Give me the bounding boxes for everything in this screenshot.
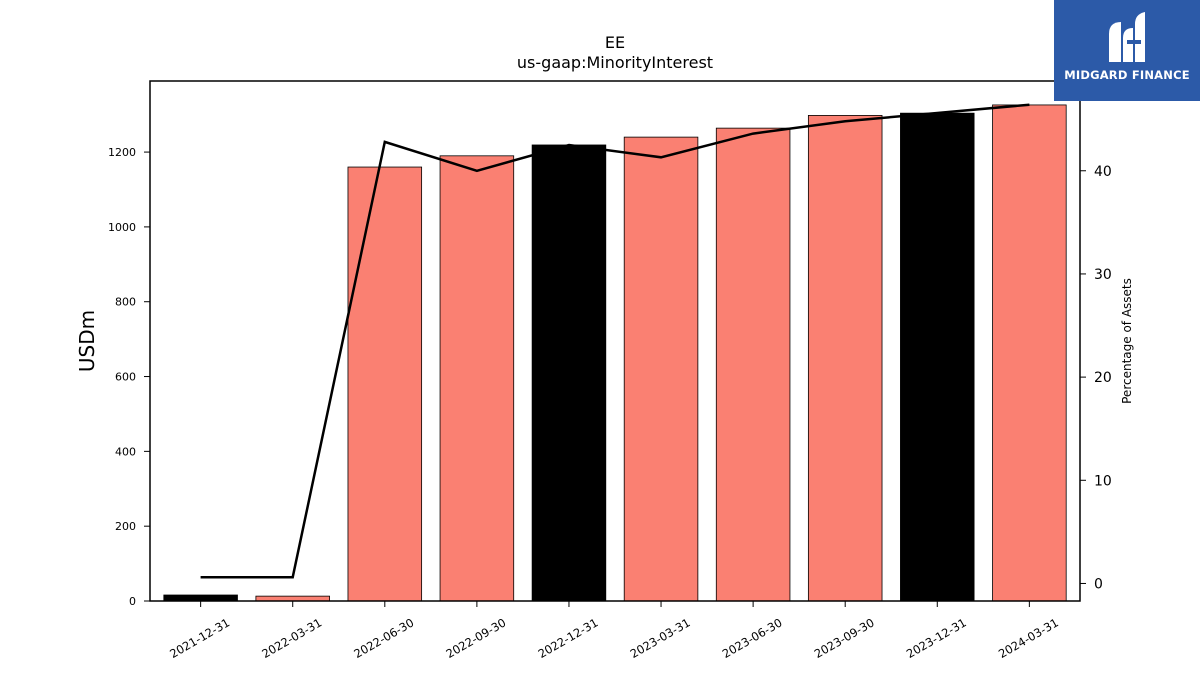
bar-2023-09-30 — [807, 115, 883, 602]
plot-frame — [149, 80, 1081, 602]
bar-2023-03-31 — [623, 136, 699, 602]
y-tick-label: 1200 — [108, 146, 136, 159]
chart-subtitle: us-gaap:MinorityInterest — [517, 53, 713, 72]
y2-tick-label: 30 — [1094, 267, 1112, 283]
percentage-line — [200, 103, 1030, 579]
x-tick-label: 2022-12-31 — [536, 615, 601, 661]
y-tick-label: 600 — [115, 371, 136, 384]
brand-name: MIDGARD FINANCE — [1064, 68, 1190, 82]
y2-tick-label: 10 — [1094, 473, 1112, 489]
y-tick-label: 1000 — [108, 221, 136, 234]
x-tick-label: 2022-03-31 — [259, 615, 324, 661]
bar-2023-12-31 — [900, 112, 975, 602]
y-tick-label: 200 — [115, 520, 136, 533]
y-axis-label: USDm — [75, 310, 99, 372]
bar-2022-09-30 — [439, 155, 515, 602]
bar-2023-06-30 — [715, 127, 791, 602]
x-tick-label: 2022-09-30 — [443, 615, 508, 661]
y-tick-label: 400 — [115, 445, 136, 458]
y-tick-label: 0 — [129, 595, 136, 608]
bar-2022-06-30 — [347, 166, 423, 602]
y-tick-label: 800 — [115, 296, 136, 309]
x-tick-label: 2024-03-31 — [996, 615, 1061, 661]
y2-tick-label: 40 — [1094, 164, 1112, 180]
bar-2021-12-31 — [163, 594, 238, 602]
x-tick-label: 2021-12-31 — [167, 615, 232, 661]
y2-tick-label: 20 — [1094, 370, 1112, 386]
x-tick-label: 2023-06-30 — [720, 615, 785, 661]
x-tick-label: 2023-12-31 — [904, 615, 969, 661]
bar-2024-03-31 — [992, 104, 1067, 602]
midgard-logo-icon — [1109, 12, 1145, 62]
x-tick-label: 2023-03-31 — [628, 615, 693, 661]
x-tick-label: 2023-09-30 — [812, 615, 877, 661]
brand-logo: MIDGARD FINANCE — [1054, 0, 1200, 101]
chart-title: EE — [605, 33, 625, 52]
y2-axis-label: Percentage of Assets — [1120, 278, 1134, 404]
bar-2022-12-31 — [531, 144, 607, 602]
x-tick-label: 2022-06-30 — [351, 615, 416, 661]
y2-tick-label: 0 — [1094, 576, 1103, 592]
